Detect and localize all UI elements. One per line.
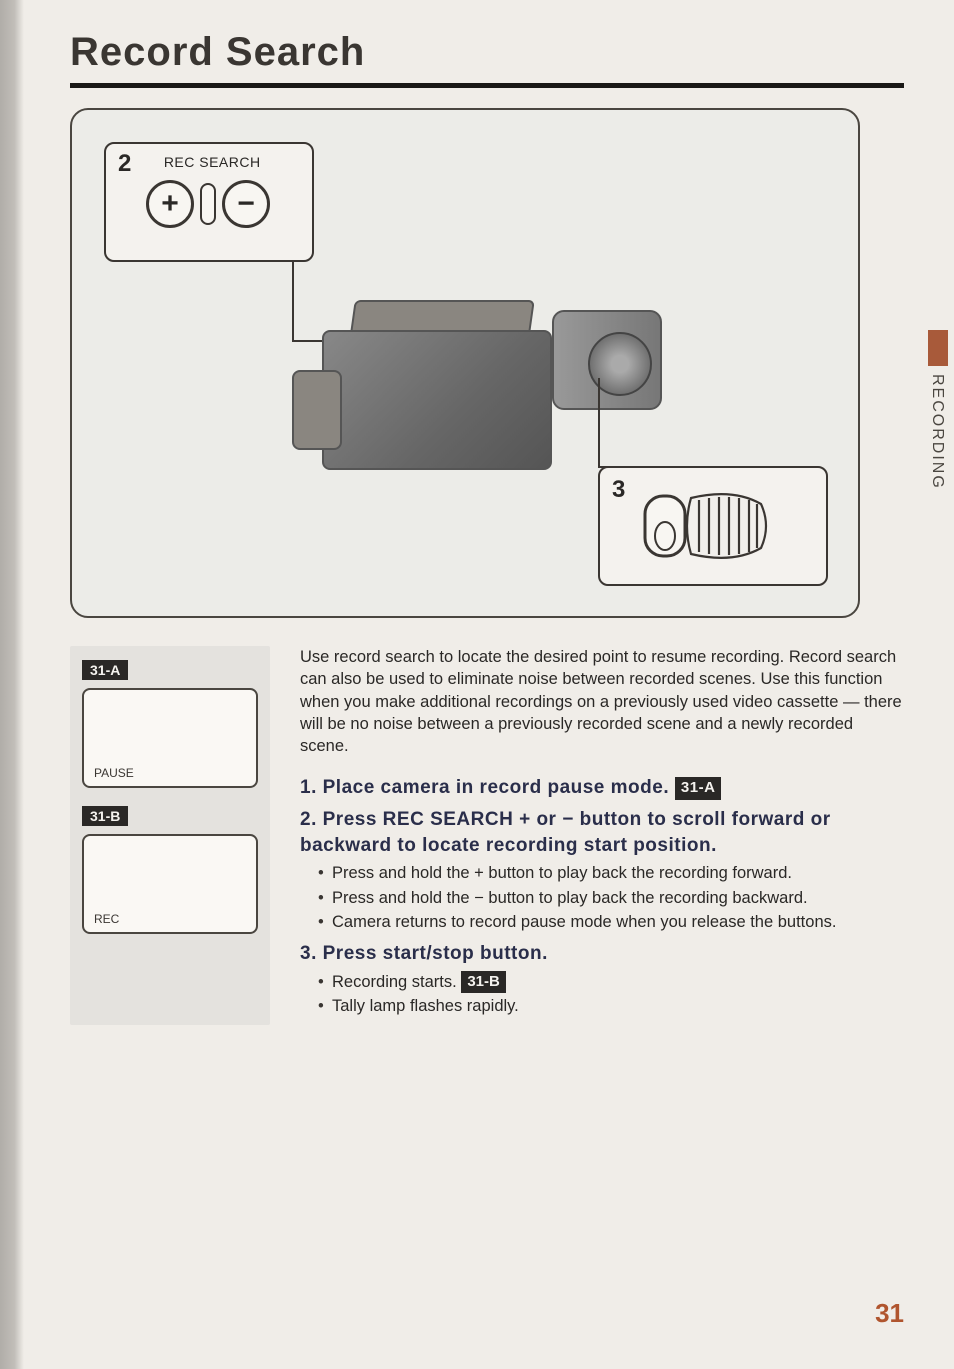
instructions: Use record search to locate the desired …: [300, 646, 904, 1025]
ref-badge-31a: 31-A: [82, 660, 128, 680]
page: Record Search 2 REC SEARCH + − 3: [0, 0, 954, 1055]
step-2-bullet-3: Camera returns to record pause mode when…: [318, 911, 904, 933]
callout-2-rec-search: 2 REC SEARCH + −: [104, 142, 314, 262]
camera-main-body: [322, 330, 552, 470]
step-3-bullet-2: Tally lamp flashes rapidly.: [318, 995, 904, 1017]
step-2-bullet-2: Press and hold the − button to play back…: [318, 887, 904, 909]
step-1-ref: 31-A: [675, 777, 722, 799]
step-3-bullet-1-text: Recording starts.: [332, 973, 457, 991]
title-rule: [70, 83, 904, 88]
intro-paragraph: Use record search to locate the desired …: [300, 646, 904, 757]
step-3-bullets: Recording starts. 31-B Tally lamp flashe…: [300, 971, 904, 1018]
callout-2-number: 2: [118, 150, 131, 177]
rec-search-plus-button[interactable]: +: [146, 180, 194, 228]
screen-rec-label: REC: [94, 912, 119, 926]
rec-search-buttons: + −: [146, 180, 300, 228]
step-3-heading: 3. Press start/stop button.: [300, 941, 904, 967]
callout-3-start-stop: 3: [598, 466, 828, 586]
step-3-bullet-1: Recording starts. 31-B: [318, 971, 904, 993]
callout-3-number: 3: [612, 476, 625, 504]
section-tab: RECORDING: [922, 330, 954, 510]
step-1-text: 1. Place camera in record pause mode.: [300, 777, 669, 798]
lower-section: 31-A PAUSE 31-B REC Use record search to…: [70, 646, 904, 1025]
rec-search-center-pill: [200, 183, 216, 225]
mini-screen-pause: PAUSE: [82, 688, 258, 788]
step-3-ref: 31-B: [461, 971, 506, 993]
step-2-bullets: Press and hold the + button to play back…: [300, 862, 904, 933]
camera-lens: [552, 310, 662, 410]
step-2-bullet-1: Press and hold the + button to play back…: [318, 862, 904, 884]
start-stop-button-icon[interactable]: [643, 486, 773, 566]
camera-grip: [292, 370, 342, 450]
page-number: 31: [875, 1298, 904, 1329]
ref-badge-31b: 31-B: [82, 806, 128, 826]
screen-reference-column: 31-A PAUSE 31-B REC: [70, 646, 270, 1025]
section-tab-label: RECORDING: [928, 374, 946, 490]
screen-pause-label: PAUSE: [94, 766, 134, 780]
leader-line-3a: [598, 378, 600, 468]
rec-search-label: REC SEARCH: [164, 154, 261, 170]
mini-screen-rec: REC: [82, 834, 258, 934]
page-title: Record Search: [70, 30, 904, 75]
rec-search-minus-button[interactable]: −: [222, 180, 270, 228]
section-tab-bar: [928, 330, 948, 366]
step-1-heading: 1. Place camera in record pause mode. 31…: [300, 775, 904, 801]
main-figure: 2 REC SEARCH + − 3: [70, 108, 860, 618]
step-2-heading: 2. Press REC SEARCH + or − button to scr…: [300, 807, 904, 858]
binding-shadow: [0, 0, 24, 1369]
